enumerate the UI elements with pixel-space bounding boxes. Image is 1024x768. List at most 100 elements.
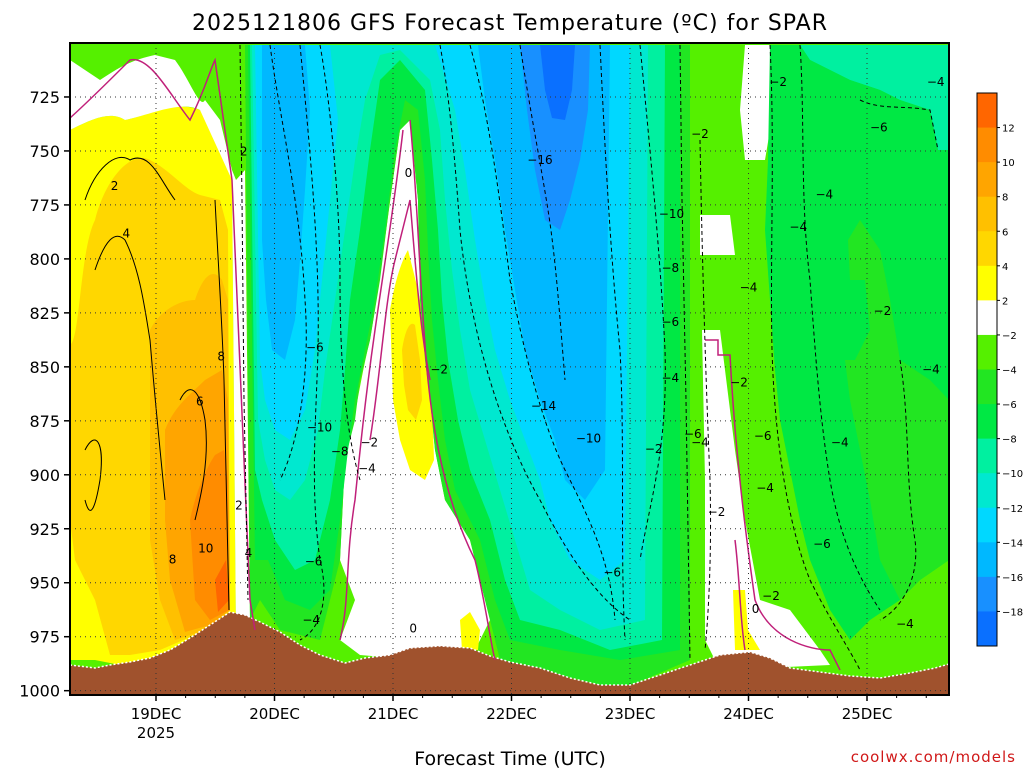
contour-value-label: −6 <box>870 121 888 135</box>
contour-neg-13 <box>879 359 917 621</box>
contour-neg-9 <box>699 139 712 651</box>
band-zero-strip-25dec <box>740 45 949 360</box>
x-axis-label: Forecast Time (UTC) <box>414 748 605 768</box>
colorbar-swatch <box>977 507 997 543</box>
contour-value-label: −10 <box>576 431 601 445</box>
contour-value-label: −4 <box>815 187 833 201</box>
colorbar-label: 8 <box>1002 193 1008 204</box>
x-tick-label: 19DEC <box>131 705 182 723</box>
contour-value-label: −4 <box>740 280 758 294</box>
y-tick-label: 825 <box>29 304 60 323</box>
y-tick-label: 725 <box>29 88 60 107</box>
colorbar-swatch <box>977 196 997 232</box>
contour-value-label: −4 <box>789 220 807 234</box>
colorbar-label: −12 <box>1002 504 1023 515</box>
contour-value-label: −2 <box>708 505 726 519</box>
contour-neg-11 <box>799 44 881 611</box>
gridlines <box>70 43 949 695</box>
colorbar-label: −8 <box>1002 435 1017 446</box>
contour-value-label: −4 <box>302 613 320 627</box>
contour-value-label: −6 <box>813 537 831 551</box>
plot-area: 2468810242−6−10−8−6−4−2−40−20−16−14−10−6… <box>70 43 949 695</box>
contour-value-label: −6 <box>306 341 324 355</box>
y-axis: 725 750 775 800 825 850 875 900 925 950 975 1000 <box>19 88 70 701</box>
contour-neg-3 <box>439 44 631 621</box>
y-tick-label: 925 <box>29 520 60 539</box>
contour-value-label: −4 <box>756 481 774 495</box>
colorbar-swatch <box>977 473 997 509</box>
x-tick-label: 22DEC <box>486 705 537 723</box>
contour-value-label: −8 <box>331 444 349 458</box>
contour-neg-1 <box>269 44 307 481</box>
band-minus4-right-mid <box>845 220 949 600</box>
colorbar-swatch <box>977 162 997 198</box>
contour-zero-21dec-b <box>409 119 496 661</box>
colorbar-label: 6 <box>1002 227 1008 238</box>
colorbar-label: 10 <box>1002 158 1015 169</box>
colorbar-swatch <box>977 611 997 647</box>
colorbar-label: −6 <box>1002 400 1017 411</box>
band-minus16 <box>520 45 590 230</box>
band-plus12 <box>215 560 229 612</box>
contour-positive-1 <box>84 157 176 201</box>
colorbar-label: 12 <box>1002 124 1015 135</box>
x-tick-label: 20DEC <box>249 705 300 723</box>
contour-value-label: −2 <box>691 127 709 141</box>
colorbar-swatch <box>977 542 997 578</box>
chart-title: 2025121806 GFS Forecast Temperature (ºC)… <box>192 11 828 36</box>
band-minus6-right-top <box>790 45 949 400</box>
colorbar-label: 4 <box>1002 262 1008 273</box>
x-year-label: 2025 <box>137 724 175 742</box>
contour-value-label: 2 <box>111 179 119 193</box>
plot-frame <box>69 42 950 696</box>
colorbar-swatch <box>977 265 997 301</box>
colorbar-label: −10 <box>1002 469 1023 480</box>
contour-value-label: −6 <box>603 565 621 579</box>
x-tick-label: 25DEC <box>842 705 893 723</box>
x-tick-label: 24DEC <box>723 705 774 723</box>
contour-value-label: −6 <box>754 429 772 443</box>
surface-terrain <box>70 612 949 695</box>
contour-positive-5 <box>214 199 230 611</box>
contour-value-label: 4 <box>123 226 131 240</box>
contour-value-label: −2 <box>730 375 748 389</box>
contour-value-label: −2 <box>874 304 892 318</box>
contour-neg-14 <box>239 44 249 601</box>
colorbar-swatch <box>977 300 997 336</box>
contour-value-label: −4 <box>358 462 376 476</box>
contour-positive-2 <box>94 235 166 501</box>
y-tick-label: 850 <box>29 358 60 377</box>
contour-zero-21dec-c <box>369 199 431 441</box>
contour-value-label: 2 <box>235 498 243 512</box>
colorbar-label: −18 <box>1002 607 1023 618</box>
contour-neg-5 <box>519 44 566 381</box>
colorbar-label: 2 <box>1002 296 1008 307</box>
contour-value-label: −4 <box>831 436 849 450</box>
contour-value-label: 2 <box>240 144 248 158</box>
contour-value-label: −2 <box>769 75 787 89</box>
colorbar-label: −4 <box>1002 366 1017 377</box>
colorbar-swatch <box>977 576 997 612</box>
band-plus4-21dec <box>402 323 422 420</box>
contour-value-label: 4 <box>245 546 253 560</box>
contour-neg-2 <box>299 44 325 641</box>
y-tick-label: 875 <box>29 412 60 431</box>
contour-value-label: −6 <box>661 315 679 329</box>
contour-zero-24dec-b <box>734 539 746 651</box>
contour-value-label: −6 <box>684 427 702 441</box>
contour-value-label: −4 <box>691 436 709 450</box>
x-tick-label: 23DEC <box>605 705 656 723</box>
colorbar-swatch <box>977 93 997 129</box>
contour-zero-left <box>70 57 256 631</box>
contour-value-label: −8 <box>661 261 679 275</box>
contour-value-label: −2 <box>430 362 448 376</box>
band-minus8-right <box>800 45 949 150</box>
colorbar-swatch <box>977 334 997 370</box>
colorbar-swatch <box>977 231 997 267</box>
contour-value-label: −2 <box>762 589 780 603</box>
band-zero-strip-24dec <box>700 215 830 670</box>
contour-value-label: −4 <box>927 75 945 89</box>
contour-value-label: −6 <box>305 554 323 568</box>
colorbar-label: −14 <box>1002 538 1023 549</box>
